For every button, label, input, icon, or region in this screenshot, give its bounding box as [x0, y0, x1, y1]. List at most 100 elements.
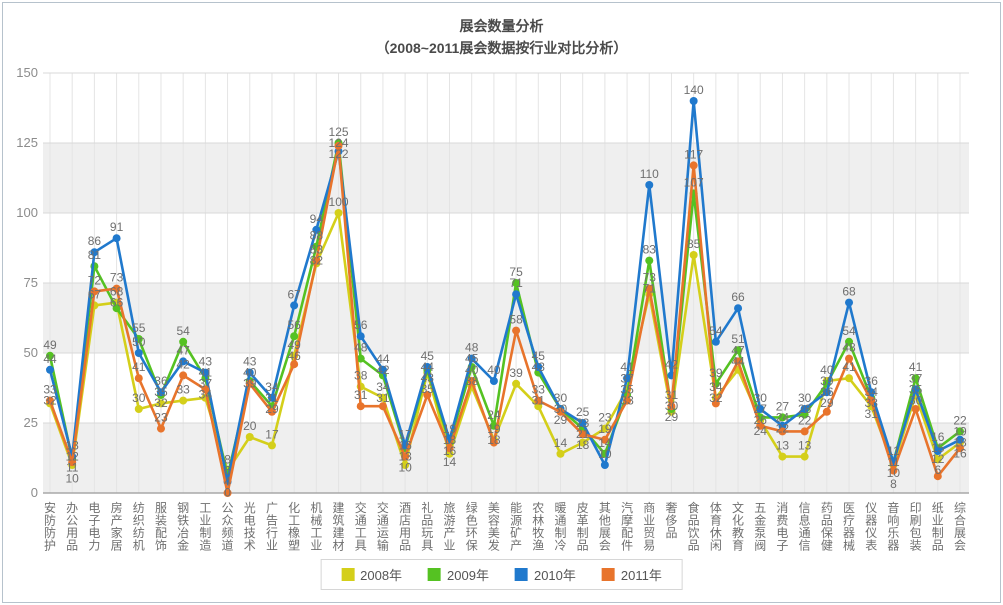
value-label: 30 — [798, 391, 812, 405]
data-point — [800, 427, 809, 436]
x-axis-category-label: 品 — [688, 539, 700, 553]
legend-swatch — [514, 568, 528, 581]
value-label: 34 — [709, 380, 723, 394]
x-axis-category-label: 业 — [932, 514, 944, 528]
data-point — [112, 284, 121, 293]
x-axis-category-label: 装 — [910, 539, 922, 553]
x-axis-category-label: 保 — [821, 526, 833, 540]
x-axis-category-label: 化 — [288, 501, 300, 515]
x-axis-category-label: 会 — [599, 539, 611, 553]
value-label: 25 — [576, 405, 590, 419]
data-point — [822, 388, 831, 397]
value-label: 45 — [421, 349, 435, 363]
data-point — [356, 402, 365, 411]
value-label: 35 — [154, 385, 168, 399]
x-axis-category-label: 化 — [732, 514, 744, 528]
data-point — [667, 402, 676, 411]
x-axis-category-label: 工 — [199, 501, 211, 515]
value-label: 50 — [132, 335, 146, 349]
data-point — [46, 365, 54, 374]
value-label: 91 — [110, 220, 124, 234]
data-point — [489, 438, 498, 447]
value-label: 14 — [554, 436, 568, 450]
value-label: 30 — [909, 393, 923, 407]
data-point — [312, 256, 321, 265]
data-point — [423, 363, 432, 371]
x-axis-category-label: 矿 — [510, 526, 522, 540]
x-axis-category-label: 道 — [222, 539, 234, 553]
value-label: 43 — [532, 360, 546, 374]
value-label: 14 — [598, 436, 612, 450]
data-point — [267, 407, 276, 416]
data-point — [889, 466, 898, 475]
legend-item-2010年[interactable]: 2010年 — [514, 565, 576, 584]
data-point — [956, 427, 964, 436]
x-axis-category-label: 办 — [66, 500, 78, 515]
x-axis-category-label: 用 — [66, 526, 78, 540]
x-axis-category-label: 食 — [688, 500, 700, 515]
x-axis-category-label: 品 — [688, 514, 700, 528]
value-label: 35 — [909, 382, 923, 396]
value-label: 32 — [709, 391, 723, 405]
legend-label: 2011年 — [620, 568, 662, 583]
data-point — [267, 393, 276, 402]
x-axis-category-label: 制 — [554, 526, 566, 540]
x-axis-category-label: 信 — [799, 539, 811, 553]
value-label: 44 — [731, 354, 745, 368]
value-label: 23 — [598, 411, 612, 425]
data-point — [756, 421, 765, 430]
value-label: 44 — [376, 352, 390, 366]
x-axis-category-label: 纺 — [133, 526, 145, 540]
value-label: 34 — [865, 385, 879, 399]
value-label: 35 — [421, 382, 435, 396]
x-axis-category-label: 印 — [910, 501, 922, 515]
data-point — [245, 379, 254, 388]
legend-item-2011年[interactable]: 2011年 — [601, 565, 662, 584]
value-label: 86 — [88, 234, 102, 248]
x-axis-category-label: 信 — [799, 501, 811, 515]
value-label: 36 — [820, 385, 834, 399]
value-label: 10 — [66, 472, 80, 486]
x-axis-category-label: 技 — [244, 526, 256, 540]
value-label: 19 — [487, 422, 501, 436]
value-label: 13 — [798, 439, 812, 453]
x-axis-category-label: 子 — [776, 539, 788, 553]
value-label: 32 — [43, 394, 57, 408]
x-axis-category-label: 品 — [665, 526, 677, 540]
legend-item-2009年[interactable]: 2009年 — [428, 565, 489, 584]
value-label: 37 — [620, 371, 634, 385]
x-axis-category-label: 林 — [532, 514, 544, 528]
value-label: 23 — [154, 411, 168, 425]
x-axis-category-label: 易 — [643, 539, 655, 553]
data-point — [778, 427, 787, 436]
x-axis-category-label: 光 — [244, 501, 256, 515]
value-label: 45 — [465, 352, 479, 366]
value-label: 24 — [487, 408, 501, 422]
value-label: 54 — [709, 324, 723, 338]
value-label: 27 — [776, 399, 790, 413]
data-point — [623, 396, 632, 405]
value-label: 49 — [287, 338, 301, 352]
x-axis-category-label: 展 — [599, 526, 611, 540]
data-point — [645, 284, 654, 293]
x-axis-category-label: 医 — [843, 501, 855, 515]
data-point — [134, 374, 143, 383]
x-axis-category-label: 众 — [222, 514, 234, 528]
data-point — [867, 396, 876, 405]
value-label: 16 — [953, 446, 967, 460]
data-point — [711, 399, 720, 408]
y-axis-tick-label: 25 — [24, 415, 38, 430]
data-point — [223, 489, 232, 497]
y-axis-tick-label: 125 — [16, 135, 38, 150]
x-axis-category-label: 侈 — [665, 514, 677, 528]
value-label: 85 — [687, 237, 701, 251]
x-axis-category-label: 机 — [133, 539, 145, 553]
data-point — [845, 374, 854, 383]
data-point — [534, 363, 543, 371]
value-label: 38 — [354, 369, 368, 383]
data-point — [290, 301, 299, 310]
x-axis-category-label: 通 — [799, 526, 811, 540]
legend-item-2008年[interactable]: 2008年 — [341, 565, 402, 584]
x-axis-category-label: 配 — [155, 526, 167, 540]
value-label: 31 — [376, 391, 390, 405]
